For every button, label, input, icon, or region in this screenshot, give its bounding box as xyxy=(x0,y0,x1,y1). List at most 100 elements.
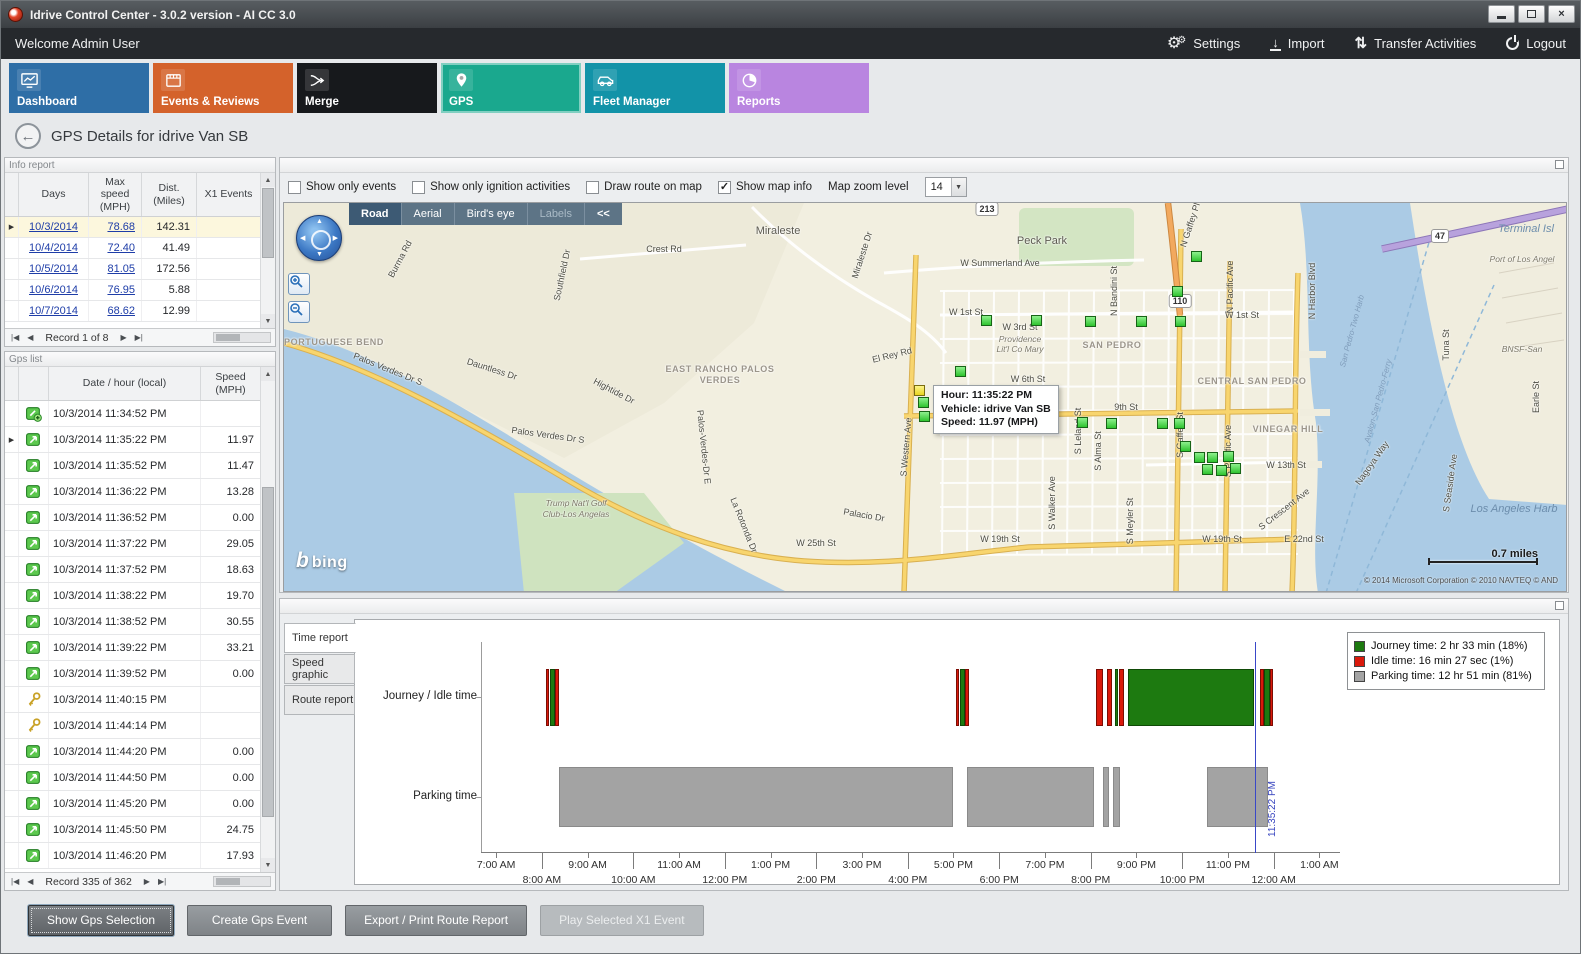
info-max-speed-link[interactable]: 78.68 xyxy=(107,221,135,233)
gps-list-row[interactable]: 10/3/2014 11:34:52 PM xyxy=(5,401,260,427)
map-marker[interactable] xyxy=(1202,464,1213,475)
info-report-row[interactable]: 10/7/2014 68.62 12.99 xyxy=(5,301,260,322)
info-report-row[interactable]: 10/6/2014 76.95 5.88 xyxy=(5,280,260,301)
map-marker[interactable] xyxy=(1175,316,1186,327)
bing-logo[interactable]: b bing xyxy=(296,549,348,573)
footer-button-create-gps-event[interactable]: Create Gps Event xyxy=(187,904,333,936)
info-day-link[interactable]: 10/3/2014 xyxy=(29,221,78,233)
maximize-button[interactable] xyxy=(1518,5,1545,23)
gps-list-row[interactable]: 10/3/2014 11:45:20 PM 0.00 xyxy=(5,791,260,817)
settings-menu-item[interactable]: ⚙⚙ Settings xyxy=(1167,35,1240,52)
scrollbar-thumb[interactable] xyxy=(216,878,240,885)
gps-list-row[interactable]: ▶ 10/3/2014 11:35:22 PM 11.97 xyxy=(5,427,260,453)
map-marker[interactable] xyxy=(955,366,966,377)
nav-tile-gps[interactable]: GPS xyxy=(441,63,581,113)
info-day-link[interactable]: 10/4/2014 xyxy=(29,242,78,254)
collapse-panel-icon[interactable] xyxy=(1555,160,1564,169)
map-canvas[interactable]: Miraleste Peck Park W Summerland Ave Crest … xyxy=(283,202,1567,592)
column-header-x1-events[interactable]: X1 Events xyxy=(204,188,253,201)
map-marker[interactable] xyxy=(1194,452,1205,463)
map-marker[interactable] xyxy=(981,315,992,326)
gps-list-row[interactable]: 10/3/2014 11:46:20 PM 17.93 xyxy=(5,843,260,869)
info-max-speed-link[interactable]: 68.62 xyxy=(107,305,135,317)
map-marker[interactable] xyxy=(1136,316,1147,327)
pan-down-icon[interactable]: ▼ xyxy=(316,251,323,258)
column-header-days[interactable]: Days xyxy=(19,173,89,216)
map-marker[interactable] xyxy=(1223,451,1234,462)
footer-button-play-selected-x1-event[interactable]: Play Selected X1 Event xyxy=(540,904,704,936)
pager-hscrollbar[interactable] xyxy=(213,332,271,343)
map-compass-control[interactable]: ▲ ▼ ◀ ▶ xyxy=(296,215,342,261)
map-option-checkbox[interactable]: Show only ignition activities xyxy=(412,180,570,194)
gps-list-row[interactable]: 10/3/2014 11:39:52 PM 0.00 xyxy=(5,661,260,687)
map-marker[interactable] xyxy=(1230,463,1241,474)
gps-list-row[interactable]: 10/3/2014 11:37:22 PM 29.05 xyxy=(5,531,260,557)
map-option-checkbox[interactable]: Show only events xyxy=(288,180,396,194)
pager-prev-icon[interactable]: ◀ xyxy=(27,877,34,886)
scrollbar-thumb[interactable] xyxy=(262,188,274,258)
checkbox-box[interactable] xyxy=(412,180,426,194)
map-tabbar-collapse-icon[interactable]: << xyxy=(597,208,610,220)
scroll-down-icon[interactable]: ▼ xyxy=(261,858,275,872)
scroll-up-icon[interactable]: ▲ xyxy=(261,367,275,381)
pager-prev-icon[interactable]: ◀ xyxy=(27,333,34,342)
map-marker[interactable] xyxy=(1031,315,1042,326)
pan-up-icon[interactable]: ▲ xyxy=(316,218,323,225)
pager-first-icon[interactable]: |◀ xyxy=(11,877,20,886)
info-day-link[interactable]: 10/6/2014 xyxy=(29,284,78,296)
column-header-speed[interactable]: Speed (MPH) xyxy=(215,371,246,396)
checkbox-box[interactable] xyxy=(586,180,600,194)
map-tab-birds-eye[interactable]: Bird's eye xyxy=(455,203,528,225)
scroll-down-icon[interactable]: ▼ xyxy=(261,314,275,328)
map-marker[interactable] xyxy=(1191,251,1202,262)
pager-next-icon[interactable]: ▶ xyxy=(143,877,150,886)
info-max-speed-link[interactable]: 72.40 xyxy=(107,242,135,254)
map-marker[interactable] xyxy=(1157,418,1168,429)
footer-button-show-gps-selection[interactable]: Show Gps Selection xyxy=(28,904,175,936)
info-report-row[interactable]: ▶ 10/3/2014 78.68 142.31 xyxy=(5,217,260,238)
info-day-link[interactable]: 10/5/2014 xyxy=(29,263,78,275)
zoom-out-button[interactable] xyxy=(288,301,310,323)
map-marker[interactable] xyxy=(1077,417,1088,428)
pager-hscrollbar[interactable] xyxy=(213,876,271,887)
gps-list-row[interactable]: 10/3/2014 11:36:52 PM 0.00 xyxy=(5,505,260,531)
logout-menu-item[interactable]: Logout xyxy=(1506,35,1566,51)
column-header-max-speed[interactable]: Max speed (MPH) xyxy=(89,173,142,216)
map-marker[interactable] xyxy=(1106,418,1117,429)
gps-list-row[interactable]: 10/3/2014 11:37:52 PM 18.63 xyxy=(5,557,260,583)
map-zoom-dropdown[interactable]: 14 ▼ xyxy=(924,177,967,197)
column-header-dist[interactable]: Dist. (Miles) xyxy=(142,173,197,216)
gps-list-row[interactable]: 10/3/2014 11:40:15 PM xyxy=(5,687,260,713)
pan-right-icon[interactable]: ▶ xyxy=(332,235,338,242)
nav-tile-reports[interactable]: Reports xyxy=(729,63,869,113)
pager-next-icon[interactable]: ▶ xyxy=(120,333,127,342)
tab-route-report[interactable]: Route report xyxy=(284,685,355,715)
scrollbar-thumb[interactable] xyxy=(262,487,274,817)
info-report-scrollbar[interactable]: ▲ ▼ xyxy=(260,173,275,328)
scrollbar-thumb[interactable] xyxy=(216,334,240,341)
gps-list-row[interactable]: 10/3/2014 11:39:22 PM 33.21 xyxy=(5,635,260,661)
checkbox-box[interactable]: ✓ xyxy=(717,180,731,194)
close-button[interactable]: × xyxy=(1548,5,1575,23)
import-menu-item[interactable]: ↓ Import xyxy=(1270,36,1325,51)
gps-list-row[interactable]: 10/3/2014 11:44:14 PM xyxy=(5,713,260,739)
map-marker[interactable] xyxy=(1085,316,1096,327)
footer-button-export-print-route-report[interactable]: Export / Print Route Report xyxy=(345,904,528,936)
collapse-panel-icon[interactable] xyxy=(1555,601,1564,610)
map-marker[interactable] xyxy=(1180,441,1191,452)
minimize-button[interactable] xyxy=(1488,5,1515,23)
map-option-checkbox[interactable]: ✓ Show map info xyxy=(717,180,812,194)
map-tab-labels[interactable]: Labels xyxy=(528,203,585,225)
info-report-row[interactable]: 10/4/2014 72.40 41.49 xyxy=(5,238,260,259)
checkbox-box[interactable] xyxy=(288,180,301,194)
map-option-checkbox[interactable]: Draw route on map xyxy=(586,180,702,194)
nav-tile-merge[interactable]: Merge xyxy=(297,63,437,113)
pager-first-icon[interactable]: |◀ xyxy=(11,333,20,342)
info-max-speed-link[interactable]: 76.95 xyxy=(107,284,135,296)
info-max-speed-link[interactable]: 81.05 xyxy=(107,263,135,275)
scroll-up-icon[interactable]: ▲ xyxy=(261,173,275,187)
gps-list-row[interactable]: 10/3/2014 11:44:50 PM 0.00 xyxy=(5,765,260,791)
selected-map-marker[interactable] xyxy=(914,385,925,396)
pager-last-icon[interactable]: ▶| xyxy=(134,333,143,342)
back-button[interactable]: ← xyxy=(15,123,41,149)
